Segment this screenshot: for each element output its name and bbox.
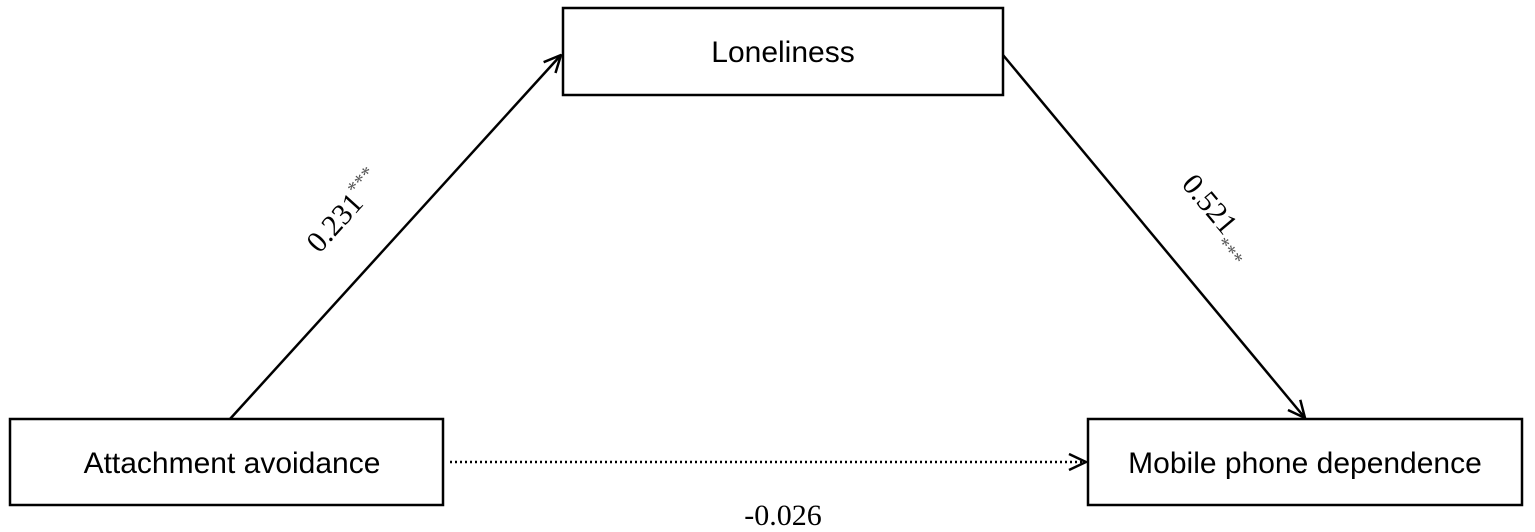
svg-text:0.521***: 0.521***: [1168, 168, 1264, 270]
node-label: Mobile phone dependence: [1128, 447, 1482, 480]
path-b-arrow: [1002, 54, 1305, 418]
path-a-label: 0.231***: [298, 162, 390, 259]
node-label: Attachment avoidance: [84, 447, 381, 480]
node-mobile-phone-dependence: Mobile phone dependence: [1086, 417, 1524, 507]
node-attachment-avoidance: Attachment avoidance: [8, 417, 445, 507]
path-c-prime-label: -0.026: [744, 499, 822, 532]
svg-text:0.231***: 0.231***: [298, 162, 390, 259]
node-loneliness: Loneliness: [561, 6, 1005, 97]
coefficient: 0.521: [1175, 168, 1244, 241]
node-label: Loneliness: [711, 36, 854, 69]
path-a-arrow: [229, 55, 561, 420]
significance: ***: [1211, 233, 1247, 270]
path-b-label: 0.521***: [1168, 168, 1264, 270]
